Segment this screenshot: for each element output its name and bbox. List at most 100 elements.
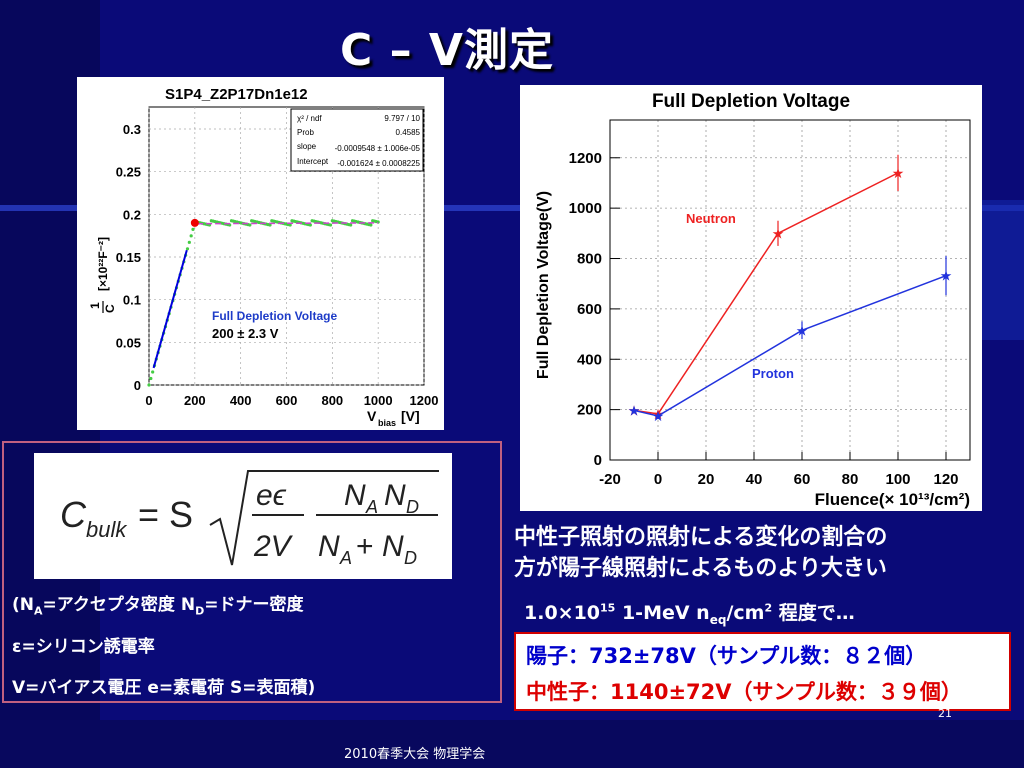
data-point: ★ bbox=[652, 408, 665, 424]
fdv-ylabel: Full Depletion Voltage(V) bbox=[535, 191, 552, 379]
cv-ylabel: 1 C [×10²²F⁻²] bbox=[88, 237, 117, 313]
fit-stat-value: 9.797 / 10 bbox=[384, 114, 420, 123]
data-point: ★ bbox=[628, 402, 641, 418]
y-tick-label: 200 bbox=[577, 402, 602, 419]
cv-axis-labels: 0 200 400 600 800 1000 1200 0 0.05 0.1 0.15 0.2 0.25… bbox=[116, 122, 439, 408]
x-tick-label: 60 bbox=[794, 471, 811, 488]
results-box: 陽子：732±78V（サンプル数：８２個） 中性子：1140±72V（サンプル数… bbox=[514, 632, 1011, 711]
cv-data-point bbox=[328, 223, 333, 227]
x-tick-label: 120 bbox=[933, 471, 958, 488]
fit-stats-box: χ² / ndf 9.797 / 10 Prob 0.4585 slope -0… bbox=[290, 108, 424, 172]
fdv-chart: Full Depletion Voltage -20 0 20 40 60 80 100 12… bbox=[535, 91, 971, 509]
y-tick-label: 1000 bbox=[569, 200, 602, 217]
formula-frame bbox=[2, 441, 502, 703]
x-tick-label: 800 bbox=[321, 393, 343, 408]
y-tick-label: 0.3 bbox=[123, 122, 141, 137]
page-number: 21 bbox=[938, 707, 952, 720]
plateau-fit-line bbox=[197, 222, 379, 225]
sqrt-sign bbox=[209, 470, 439, 566]
x-tick-label: 20 bbox=[698, 471, 715, 488]
x-tick-label: 1200 bbox=[410, 393, 439, 408]
y-tick-label: 0.2 bbox=[123, 207, 141, 222]
legend-proton: Proton bbox=[752, 366, 794, 381]
fdv-xlabel: Fluence(× 10¹³/cm²) bbox=[815, 490, 970, 509]
cv-data-point bbox=[248, 223, 252, 227]
definition-line-1: (NA=アクセプタ密度 ND=ドナー密度 bbox=[12, 595, 304, 618]
y-tick-label: 600 bbox=[577, 301, 602, 318]
cv-data-point bbox=[191, 227, 195, 231]
cv-plot-title: S1P4_Z2P17Dn1e12 bbox=[165, 86, 308, 103]
cv-data-point bbox=[189, 234, 193, 238]
x-tick-label: 100 bbox=[885, 471, 910, 488]
background-band bbox=[0, 205, 1024, 211]
fit-stat-label: slope bbox=[297, 142, 317, 151]
data-point: ★ bbox=[940, 268, 953, 284]
cv-data-point bbox=[151, 370, 155, 374]
svg-text:A: A bbox=[365, 497, 378, 517]
svg-text:1: 1 bbox=[88, 302, 102, 309]
legend-neutron: Neutron bbox=[686, 211, 736, 226]
x-tick-label: 40 bbox=[746, 471, 763, 488]
fdv-chart-panel: Full Depletion Voltage -20 0 20 40 60 80 100 12… bbox=[520, 85, 982, 511]
y-tick-label: 0.25 bbox=[116, 165, 141, 180]
y-tick-label: 0 bbox=[594, 452, 602, 469]
cv-data-point bbox=[147, 383, 151, 387]
svg-text:N: N bbox=[318, 530, 340, 563]
fdv-plot-frame bbox=[609, 119, 971, 461]
cv-data-point bbox=[185, 247, 190, 251]
x-tick-label: 0 bbox=[145, 393, 152, 408]
svg-text:N: N bbox=[384, 479, 406, 512]
observation-line-1: 中性子照射の照射による変化の割合の bbox=[514, 525, 888, 550]
svg-text:A: A bbox=[339, 548, 352, 568]
data-point: ★ bbox=[796, 322, 809, 338]
depletion-point bbox=[190, 218, 199, 227]
fdv-series: ★ ★★★★ ★★★ bbox=[628, 154, 953, 424]
observation-note: 中性子照射の照射による変化の割合の 方が陽子線照射によるものより大きい bbox=[514, 522, 887, 584]
cv-xlabel: V bias [V] bbox=[367, 408, 420, 428]
y-tick-label: 400 bbox=[577, 351, 602, 368]
svg-text:[V]: [V] bbox=[401, 408, 420, 424]
proton-result: 陽子：732±78V（サンプル数：８２個） bbox=[526, 644, 927, 668]
cv-plot-panel: S1P4_Z2P17Dn1e12 0 200 400 600 800 1000 1200 0 0… bbox=[77, 77, 444, 430]
svg-text:N: N bbox=[382, 530, 404, 563]
series-line-neutron bbox=[633, 172, 899, 415]
formula-eq: = S bbox=[138, 494, 193, 535]
svg-text:+: + bbox=[356, 530, 374, 563]
y-tick-label: 0.15 bbox=[116, 250, 141, 265]
fdv-chart-title: Full Depletion Voltage bbox=[652, 91, 850, 112]
y-tick-label: 1200 bbox=[569, 150, 602, 167]
y-tick-label: 0.05 bbox=[116, 335, 141, 350]
cv-data-point bbox=[308, 223, 312, 227]
fit-stat-value: -0.001624 ± 0.0008225 bbox=[337, 159, 420, 168]
cv-data-point bbox=[268, 223, 272, 227]
definition-line-3: V=バイアス電圧 e=素電荷 S=表面積) bbox=[12, 678, 316, 698]
x-tick-label: 0 bbox=[654, 471, 662, 488]
y-tick-label: 800 bbox=[577, 251, 602, 268]
definition-line-2: ε=シリコン誘電率 bbox=[12, 637, 155, 657]
depletion-annotation-value: 200 ± 2.3 V bbox=[212, 326, 279, 341]
formula-frac1-num: eϵ bbox=[256, 479, 287, 512]
cv-data-point bbox=[288, 223, 292, 227]
rising-fit-line bbox=[152, 249, 188, 369]
background-bottom-strip bbox=[0, 720, 1024, 768]
depletion-annotation-title: Full Depletion Voltage bbox=[212, 309, 337, 323]
cv-data-point bbox=[187, 240, 191, 244]
svg-text:bias: bias bbox=[378, 418, 396, 428]
cv-data-series bbox=[147, 218, 380, 387]
formula-lhs-sub: bulk bbox=[86, 517, 127, 542]
x-tick-label: 400 bbox=[230, 393, 252, 408]
capacitance-formula: C bulk = S eϵ 2V N A N D N A + N D bbox=[34, 453, 452, 579]
data-point: ★ bbox=[772, 225, 785, 241]
formula-frac1-den: 2V bbox=[253, 530, 294, 563]
x-tick-label: -20 bbox=[599, 471, 621, 488]
y-tick-label: 0.1 bbox=[123, 293, 141, 308]
cv-data-point bbox=[349, 223, 353, 227]
formula-lhs: C bbox=[60, 494, 87, 535]
svg-text:N: N bbox=[344, 479, 366, 512]
x-tick-label: 80 bbox=[842, 471, 859, 488]
svg-text:[×10²²F⁻²]: [×10²²F⁻²] bbox=[96, 237, 110, 291]
cv-plot: S1P4_Z2P17Dn1e12 0 200 400 600 800 1000 120000… bbox=[88, 86, 439, 428]
y-tick-label: 0 bbox=[134, 378, 141, 393]
slide-footer: 2010春季大会 物理学会 bbox=[344, 747, 486, 762]
